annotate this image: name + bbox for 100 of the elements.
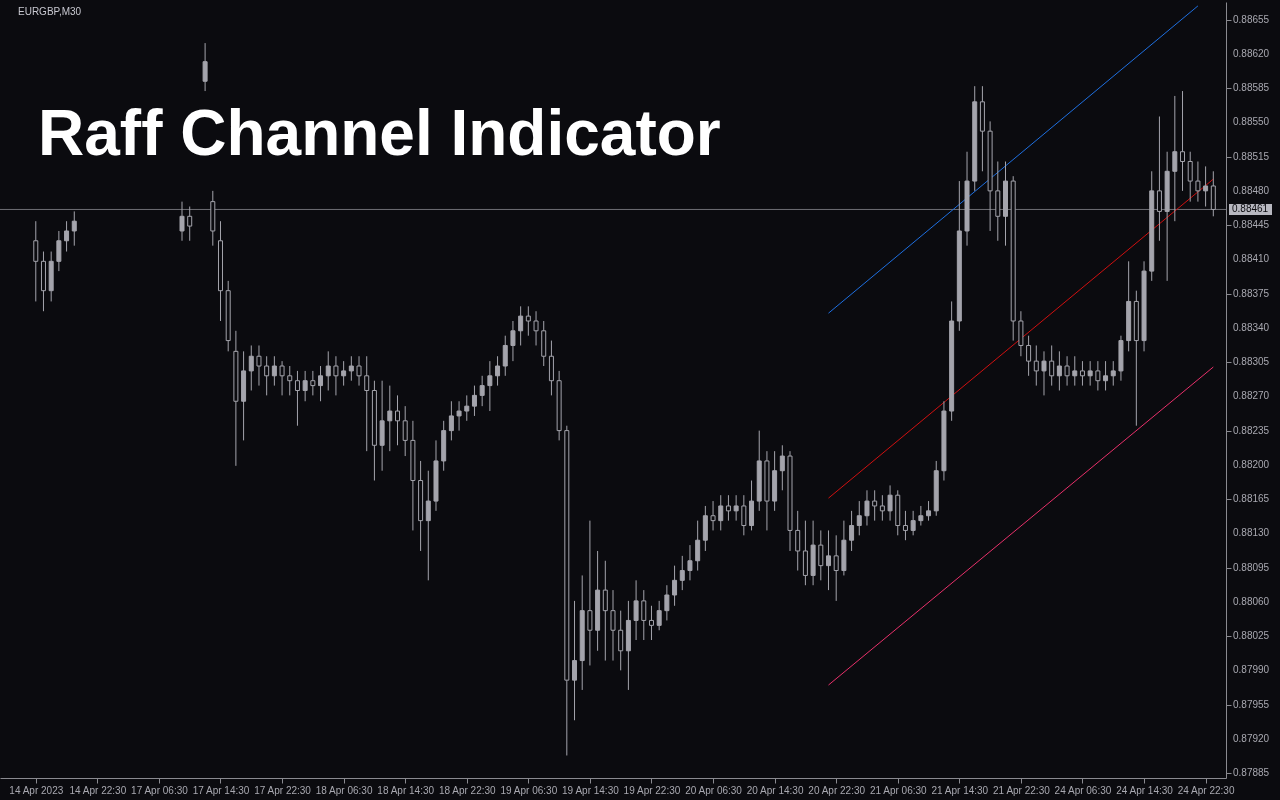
candlestick xyxy=(572,600,578,721)
candlestick xyxy=(725,494,731,522)
candlestick xyxy=(464,394,470,422)
y-tick-label: 0.87920 xyxy=(1233,732,1270,744)
candlestick xyxy=(1180,90,1186,192)
y-tick-label: 0.87885 xyxy=(1233,767,1270,779)
candlestick xyxy=(1172,95,1178,222)
y-tick-label: 0.88515 xyxy=(1233,150,1270,162)
x-tick-label: 21 Apr 06:30 xyxy=(869,784,928,796)
candlestick xyxy=(179,201,185,242)
candlestick xyxy=(633,579,639,641)
candlestick xyxy=(64,220,70,253)
candlestick xyxy=(510,320,516,362)
x-tick-label: 24 Apr 14:30 xyxy=(1116,784,1174,796)
candlestick xyxy=(872,489,878,522)
candlestick xyxy=(402,405,408,457)
candlestick xyxy=(795,510,801,572)
candlestick xyxy=(679,555,685,591)
candlestick xyxy=(695,520,701,572)
candlestick xyxy=(741,494,747,536)
candlestick xyxy=(687,544,693,581)
candlestick xyxy=(887,484,893,522)
candlestick xyxy=(56,230,62,272)
y-tick-label: 0.88585 xyxy=(1233,82,1270,94)
candlestick xyxy=(395,394,401,446)
candlestick xyxy=(1110,360,1116,387)
candlestick xyxy=(1203,165,1209,208)
y-tick-label: 0.87955 xyxy=(1233,698,1270,710)
x-tick-label: 17 Apr 14:30 xyxy=(192,784,250,796)
candlestick xyxy=(641,589,647,641)
candlestick xyxy=(825,529,831,591)
candlestick xyxy=(1072,355,1078,387)
candlestick xyxy=(1026,335,1032,377)
y-tick-label: 0.88025 xyxy=(1233,630,1270,642)
x-tick-label: 20 Apr 22:30 xyxy=(808,784,866,796)
candlestick xyxy=(33,220,39,302)
candlestick xyxy=(294,370,300,427)
y-tick-label: 0.88305 xyxy=(1233,356,1270,368)
y-tick-label: 0.88550 xyxy=(1233,116,1270,128)
y-tick-label: 0.88655 xyxy=(1233,13,1270,25)
candlestick xyxy=(1087,360,1093,387)
candlestick xyxy=(879,494,885,522)
candlestick xyxy=(1187,151,1193,203)
candlestick xyxy=(1210,170,1216,217)
chart-subtitle: EURGBP,M30 xyxy=(18,6,82,17)
y-tick-label: 0.88480 xyxy=(1233,184,1270,196)
y-tick-label: 0.87990 xyxy=(1233,664,1270,676)
candlestick xyxy=(918,505,924,527)
x-tick-label: 19 Apr 06:30 xyxy=(500,784,558,796)
candlestick xyxy=(248,344,254,391)
candlestick xyxy=(1033,344,1039,387)
x-tick-label: 18 Apr 06:30 xyxy=(315,784,373,796)
y-tick-label: 0.88095 xyxy=(1233,561,1270,573)
x-tick-label: 17 Apr 06:30 xyxy=(131,784,189,796)
y-tick-label: 0.88060 xyxy=(1233,595,1270,607)
x-tick-label: 21 Apr 22:30 xyxy=(993,784,1051,796)
y-tick-label: 0.88130 xyxy=(1233,527,1270,539)
candlestick xyxy=(533,310,539,346)
x-tick-label: 14 Apr 2023 xyxy=(9,784,64,796)
candlestick xyxy=(310,370,316,396)
candlestick xyxy=(264,355,270,396)
x-tick-label: 18 Apr 14:30 xyxy=(377,784,435,796)
x-tick-label: 14 Apr 22:30 xyxy=(69,784,127,796)
candlestick xyxy=(1056,350,1062,391)
candlestick xyxy=(387,385,393,452)
candlestick xyxy=(364,355,370,452)
x-tick-label: 20 Apr 06:30 xyxy=(685,784,743,796)
candlestick xyxy=(256,344,262,387)
text: Raff Channel Indicator xyxy=(38,97,721,169)
y-tick-label: 0.88375 xyxy=(1233,287,1270,299)
ref-line-label: 0.88461 xyxy=(1232,203,1269,215)
candlestick xyxy=(325,350,331,391)
candlestick xyxy=(833,534,839,602)
candlestick xyxy=(187,206,193,242)
candlestick xyxy=(318,365,324,402)
candlestick xyxy=(610,589,616,662)
candlestick xyxy=(71,210,77,247)
candlestick xyxy=(525,305,531,337)
candlestick xyxy=(502,335,508,377)
candlestick xyxy=(710,500,716,531)
candlestick xyxy=(518,305,524,346)
candlestick xyxy=(495,355,501,387)
x-tick-label: 18 Apr 22:30 xyxy=(438,784,497,796)
y-tick-label: 0.88340 xyxy=(1233,321,1270,333)
candlestick xyxy=(1156,115,1162,242)
candlestick xyxy=(456,400,462,432)
x-tick-label: 19 Apr 22:30 xyxy=(623,784,681,796)
candlestick xyxy=(356,355,362,387)
candlestick xyxy=(779,444,785,491)
y-tick-label: 0.88200 xyxy=(1233,458,1270,470)
candlestick xyxy=(341,360,347,387)
candlestick xyxy=(287,365,293,396)
candlestick xyxy=(926,500,932,522)
candlestick xyxy=(1064,355,1070,387)
candlestick xyxy=(856,500,862,536)
x-tick-label: 21 Apr 14:30 xyxy=(931,784,989,796)
candlestick xyxy=(864,489,870,527)
candlestick xyxy=(849,510,855,552)
candlestick xyxy=(587,520,593,666)
candlestick xyxy=(664,584,670,621)
